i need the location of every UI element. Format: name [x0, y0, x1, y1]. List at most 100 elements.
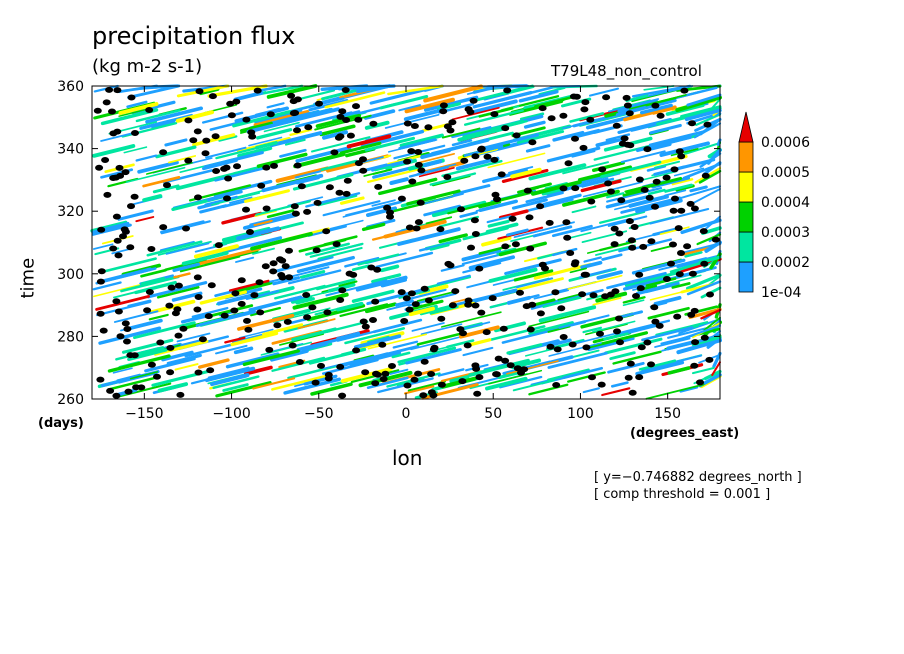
precip-streak	[528, 310, 590, 328]
threshold-marker	[460, 157, 469, 164]
threshold-marker	[214, 242, 223, 249]
threshold-marker	[632, 293, 640, 299]
threshold-marker	[677, 207, 686, 214]
precip-streak	[92, 281, 122, 291]
precip-streak	[299, 270, 326, 279]
threshold-marker	[471, 153, 480, 160]
precip-streak	[263, 121, 300, 133]
precip-streak	[585, 323, 628, 336]
precip-streak	[525, 191, 564, 204]
precip-streak	[266, 102, 285, 109]
precip-streak	[404, 97, 455, 114]
precip-streak	[195, 316, 228, 328]
precip-streak	[652, 227, 680, 237]
precip-streak	[344, 327, 406, 345]
threshold-marker	[420, 285, 429, 292]
threshold-marker	[674, 225, 683, 232]
threshold-marker	[126, 244, 135, 251]
precip-streak	[423, 159, 443, 168]
threshold-marker	[120, 226, 129, 233]
precip-streak	[605, 133, 631, 142]
threshold-marker	[669, 207, 678, 214]
threshold-marker	[184, 117, 193, 124]
precip-streak	[398, 104, 422, 112]
precip-streak	[252, 247, 275, 255]
precip-streak	[424, 192, 464, 205]
precip-streak	[504, 258, 562, 276]
precip-streak	[123, 318, 163, 332]
threshold-marker	[412, 225, 421, 232]
threshold-marker	[325, 184, 334, 191]
threshold-marker	[373, 266, 382, 273]
precip-streak	[548, 342, 602, 357]
precip-streak	[233, 346, 254, 355]
precip-streak	[534, 96, 572, 108]
threshold-marker	[643, 339, 652, 346]
threshold-marker	[627, 237, 636, 244]
precip-streak	[295, 146, 352, 163]
precip-streak	[689, 185, 708, 193]
threshold-marker	[613, 328, 621, 335]
threshold-marker	[536, 310, 545, 317]
precip-streak	[418, 242, 450, 252]
threshold-marker	[166, 369, 175, 376]
precip-streak	[306, 303, 366, 322]
precip-streak	[420, 323, 463, 336]
threshold-marker	[688, 120, 696, 127]
precip-streak	[287, 269, 342, 285]
x-axis-units: (degrees_east)	[630, 426, 740, 441]
threshold-marker	[277, 272, 286, 278]
threshold-marker	[166, 344, 175, 351]
precip-streak	[336, 301, 364, 312]
threshold-marker	[410, 376, 419, 383]
precip-streak	[209, 120, 246, 131]
precip-streak	[622, 296, 646, 304]
precip-streak	[244, 189, 290, 203]
precip-streak	[513, 269, 554, 282]
precip-streak	[696, 233, 722, 246]
threshold-marker	[371, 380, 380, 387]
threshold-marker	[281, 263, 290, 270]
precip-streak	[702, 161, 722, 176]
threshold-marker	[302, 292, 311, 298]
precip-streak	[140, 268, 167, 278]
precip-streak	[655, 321, 709, 337]
threshold-marker	[230, 307, 239, 314]
threshold-marker	[405, 224, 414, 231]
precip-streak	[640, 103, 673, 115]
x-tick-label: −50	[304, 406, 334, 422]
precip-streak	[364, 120, 390, 130]
precip-streak	[98, 326, 162, 345]
threshold-marker	[113, 128, 122, 135]
threshold-marker	[538, 261, 547, 268]
precip-streak	[92, 144, 136, 158]
precip-streak	[325, 279, 388, 297]
threshold-marker	[407, 290, 416, 297]
threshold-marker	[520, 366, 529, 373]
precip-streak	[284, 138, 306, 146]
threshold-marker	[343, 177, 352, 184]
precip-streak	[501, 168, 549, 183]
threshold-marker	[159, 224, 168, 231]
threshold-marker	[338, 392, 347, 399]
precip-streak	[230, 331, 279, 347]
threshold-marker	[303, 208, 312, 215]
precip-streak	[386, 303, 411, 311]
threshold-marker	[691, 339, 700, 346]
threshold-marker	[516, 289, 524, 296]
threshold-marker	[126, 352, 135, 359]
precip-streak	[232, 110, 291, 128]
precip-streak	[562, 161, 609, 175]
threshold-marker	[182, 225, 190, 232]
colorbar-label: 0.0006	[761, 135, 810, 151]
precip-streak	[600, 160, 662, 179]
precip-streak	[478, 199, 518, 213]
threshold-marker	[414, 149, 423, 155]
precip-streak	[234, 281, 273, 294]
precip-streak	[392, 340, 419, 349]
threshold-marker	[165, 302, 174, 309]
threshold-marker	[297, 183, 306, 190]
precip-streak	[253, 109, 310, 127]
precip-streak	[486, 215, 512, 224]
precip-streak	[464, 109, 524, 126]
